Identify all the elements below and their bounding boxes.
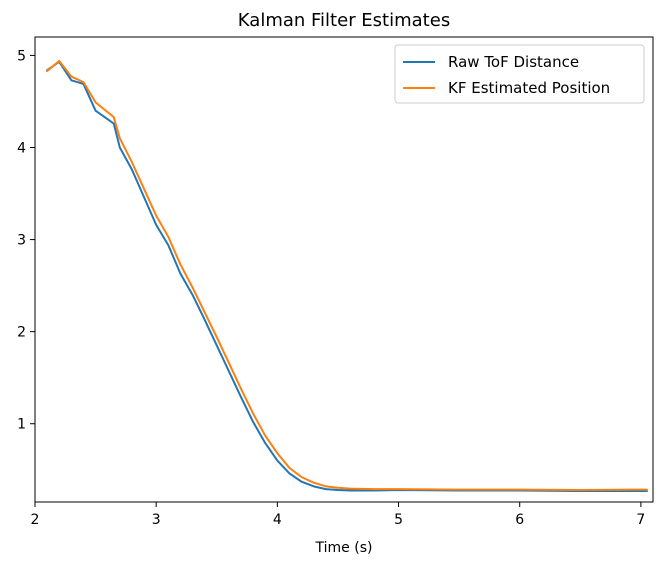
y-axis: 1 2 3 4 5 xyxy=(17,48,35,433)
y-tick-label: 5 xyxy=(17,48,26,64)
x-tick-label: 2 xyxy=(31,512,40,528)
y-tick-label: 3 xyxy=(17,233,26,249)
y-tick-label: 4 xyxy=(17,140,26,156)
legend-label-2: KF Estimated Position xyxy=(448,79,610,97)
plot-frame xyxy=(34,36,654,503)
x-tick-label: 5 xyxy=(394,512,403,528)
series-line-2 xyxy=(46,59,648,492)
y-tick-label: 1 xyxy=(17,417,26,433)
legend-label-1: Raw ToF Distance xyxy=(448,53,579,71)
series-line-1 xyxy=(46,60,648,492)
x-axis: 2 3 4 5 6 7 xyxy=(31,502,645,528)
x-axis-label: Time (s) xyxy=(315,540,373,556)
x-tick-label: 4 xyxy=(273,512,282,528)
chart-title: Kalman Filter Estimates xyxy=(238,10,450,31)
plot-area xyxy=(34,36,654,503)
legend-box xyxy=(394,44,645,104)
y-tick-label: 2 xyxy=(17,325,26,341)
x-tick-label: 6 xyxy=(515,512,524,528)
x-tick-label: 7 xyxy=(636,512,645,528)
legend: Raw ToF Distance KF Estimated Position xyxy=(394,44,645,104)
x-tick-label: 3 xyxy=(152,512,161,528)
